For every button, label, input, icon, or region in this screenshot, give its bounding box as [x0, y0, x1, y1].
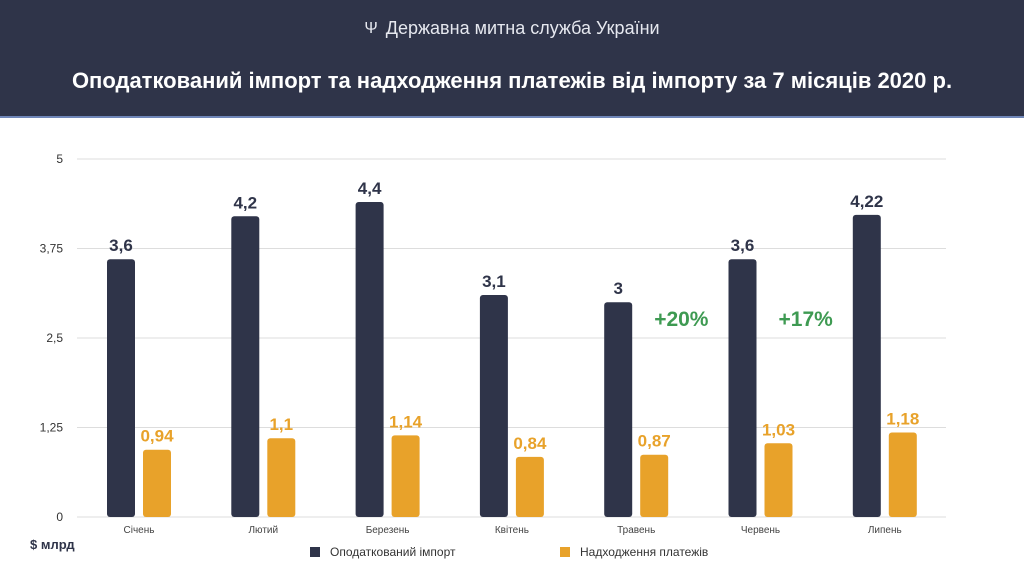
- value-label-payments: 0,84: [513, 434, 547, 453]
- trident-icon: Ψ: [364, 20, 378, 37]
- bars: [107, 201, 917, 517]
- x-tick-label: Травень: [617, 525, 655, 536]
- bar-payments: [267, 438, 296, 517]
- bar-import: [355, 201, 384, 517]
- bar-payments: [888, 432, 917, 517]
- x-tick-label: Липень: [868, 525, 902, 536]
- value-labels: 3,6 0,94 4,2 1,1 4,4 1,14 3,1 0,84 3 0,87 3,6 1,03 4…: [109, 179, 919, 453]
- annotations: +20% +17%: [654, 308, 833, 331]
- bar-payments: [640, 454, 669, 517]
- value-label-import: 4,2: [233, 193, 257, 212]
- y-tick-label: 3,75: [40, 242, 64, 256]
- legend-swatch-import: [310, 547, 320, 557]
- grid-lines: [77, 158, 946, 518]
- legend-label-import: Оподаткований імпорт: [330, 545, 456, 559]
- y-tick-label: 2,5: [46, 331, 63, 345]
- value-label-import: 3,6: [731, 236, 755, 255]
- y-tick-label: 5: [56, 152, 63, 166]
- x-tick-label: Червень: [741, 525, 780, 536]
- bar-import: [604, 302, 633, 517]
- header-bar: Ψ Державна митна служба України Оподатков…: [0, 0, 1024, 118]
- legend-item-import: Оподаткований імпорт: [310, 545, 455, 559]
- bar-import: [852, 214, 881, 517]
- value-label-import: 4,4: [358, 179, 382, 198]
- bar-chart: 0 1,25 2,5 3,75 5 3,6 0,94 4,2 1,1 4,4 1,14 3,1 0,8…: [40, 152, 946, 536]
- value-label-import: 4,22: [850, 192, 883, 211]
- x-tick-label: Квітень: [495, 525, 529, 536]
- value-label-payments: 1,1: [269, 415, 293, 434]
- value-label-import: 3: [613, 279, 622, 298]
- bar-payments: [143, 449, 171, 517]
- value-label-payments: 1,18: [886, 410, 919, 429]
- x-tick-label: Січень: [124, 525, 155, 536]
- y-axis-unit: $ млрд: [30, 537, 75, 552]
- value-label-payments: 0,87: [638, 432, 671, 451]
- bar-import: [107, 259, 135, 517]
- growth-annotation: +20%: [654, 308, 709, 331]
- x-tick-label: Березень: [366, 525, 410, 536]
- bar-import: [479, 295, 508, 517]
- page-title: Оподаткований імпорт та надходження плат…: [71, 68, 953, 93]
- legend-swatch-payments: [560, 547, 570, 557]
- legend-label-payments: Надходження платежів: [580, 545, 709, 559]
- agency-name: Ψ Державна митна служба України: [0, 18, 1024, 39]
- value-label-payments: 1,03: [762, 420, 795, 439]
- value-label-payments: 0,94: [140, 427, 174, 446]
- growth-annotation: +17%: [779, 308, 834, 331]
- bar-import: [231, 216, 260, 517]
- x-axis-labels: Січень Лютий Березень Квітень Травень Червень…: [124, 525, 902, 536]
- bar-import: [728, 259, 757, 517]
- agency-label: Державна митна служба України: [385, 18, 660, 38]
- y-tick-label: 0: [56, 510, 63, 524]
- y-axis-ticks: 0 1,25 2,5 3,75 5: [40, 152, 64, 524]
- value-label-payments: 1,14: [389, 412, 423, 431]
- bar-payments: [391, 435, 420, 517]
- value-label-import: 3,1: [482, 272, 506, 291]
- bar-payments: [515, 456, 544, 517]
- value-label-import: 3,6: [109, 236, 133, 255]
- x-tick-label: Лютий: [248, 525, 278, 536]
- y-tick-label: 1,25: [40, 421, 64, 435]
- legend-item-payments: Надходження платежів: [560, 545, 708, 559]
- bar-payments: [764, 443, 793, 517]
